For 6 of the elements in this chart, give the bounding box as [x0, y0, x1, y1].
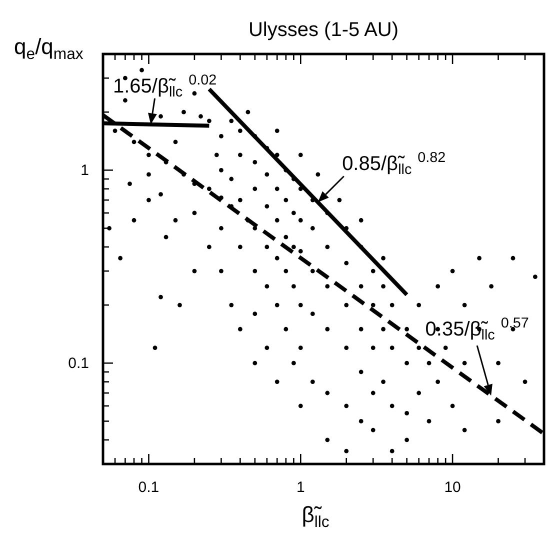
y-axis-title: q$_{e}$/q$_{max}$	[14, 34, 84, 63]
x-tick-label: 1	[296, 479, 305, 496]
chart-title: Ulysses (1-5 AU)	[248, 19, 399, 41]
x-tick-label: 10	[444, 479, 461, 496]
x-tick-label: 0.1	[138, 479, 160, 496]
x-axis-title: β̃$_{llc}$	[302, 502, 330, 531]
